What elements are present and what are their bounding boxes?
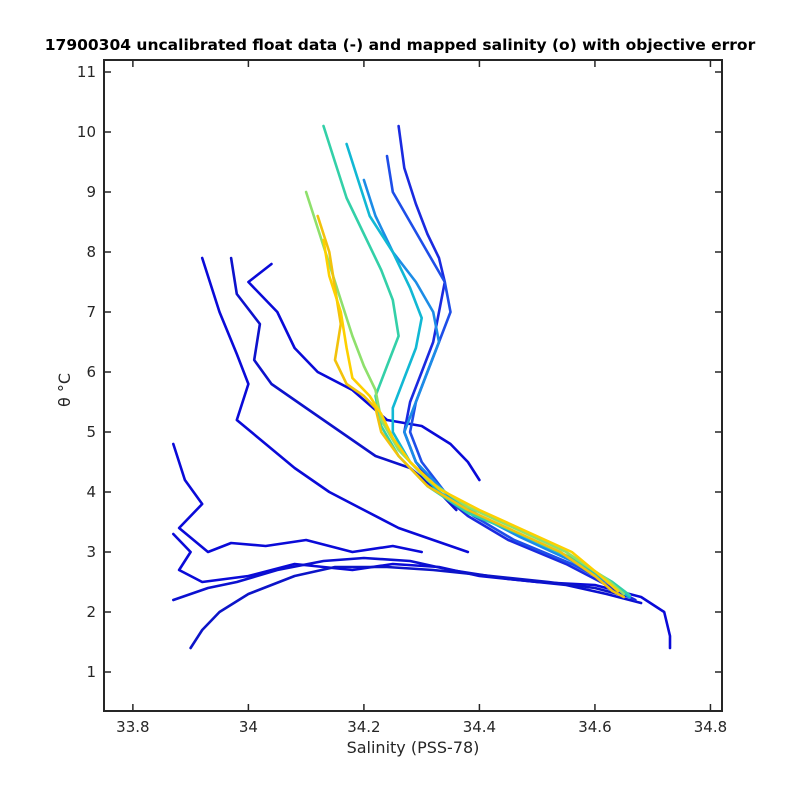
- x-axis-title: Salinity (PSS-78): [347, 738, 480, 757]
- x-tick-label: 33.8: [116, 718, 149, 736]
- chart-title: 17900304 uncalibrated float data (-) and…: [45, 36, 756, 54]
- profile-line-7: [247, 262, 481, 482]
- profile-line-10: [362, 178, 631, 599]
- profile-line-3: [189, 565, 631, 650]
- y-tick-label: 11: [77, 63, 96, 81]
- y-tick-label: 6: [86, 363, 96, 381]
- y-tick-label: 5: [86, 423, 96, 441]
- y-tick-label: 10: [77, 123, 96, 141]
- y-tick-label: 1: [86, 663, 96, 681]
- x-tick-label: 34.8: [694, 718, 727, 736]
- x-tick-label: 34: [239, 718, 258, 736]
- profile-line-13: [304, 190, 626, 596]
- x-axis: 33.8 34 34.2 34.4 34.6 34.8: [116, 60, 727, 736]
- y-tick-label: 3: [86, 543, 96, 561]
- profile-line-14: [316, 214, 626, 599]
- axes-frame: [103, 59, 723, 712]
- y-tick-label: 2: [86, 603, 96, 621]
- y-tick-label: 8: [86, 243, 96, 261]
- profile-line-15: [322, 238, 620, 593]
- plot-lines: [172, 124, 672, 650]
- x-tick-label: 34.4: [463, 718, 496, 736]
- profile-line-2: [172, 556, 643, 605]
- y-tick-label: 4: [86, 483, 96, 501]
- y-axis: 1 2 3 4 5 6 7 8 9 10 11: [77, 63, 722, 681]
- profile-line-8: [397, 124, 637, 602]
- y-tick-label: 7: [86, 303, 96, 321]
- x-tick-label: 34.2: [347, 718, 380, 736]
- y-axis-title: θ °C: [55, 373, 74, 407]
- profile-line-4: [172, 442, 424, 554]
- x-tick-label: 34.6: [578, 718, 611, 736]
- profile-line-1: [172, 532, 672, 650]
- y-tick-label: 9: [86, 183, 96, 201]
- profile-line-6: [229, 256, 458, 512]
- profile-line-5: [200, 256, 470, 554]
